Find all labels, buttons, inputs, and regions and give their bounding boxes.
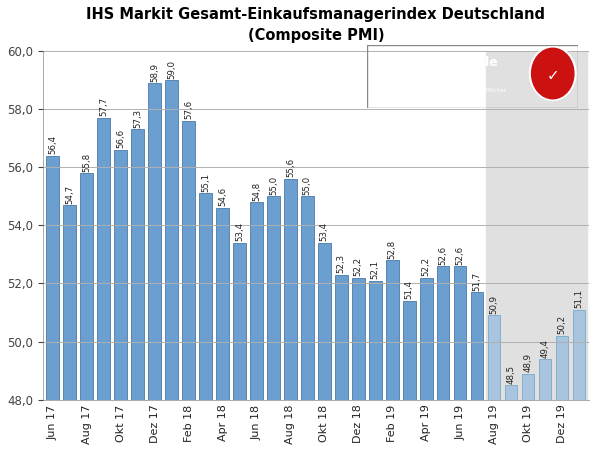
Text: ✓: ✓: [547, 68, 559, 83]
Bar: [63, 205, 76, 400]
Text: stockstreet.de: stockstreet.de: [396, 56, 498, 69]
Text: unabhängig  •  strategisch  •  trefflicher: unabhängig • strategisch • trefflicher: [388, 88, 506, 93]
Bar: [505, 385, 517, 400]
Text: 54,6: 54,6: [218, 187, 227, 207]
Text: 57,6: 57,6: [184, 100, 193, 120]
Bar: [420, 278, 433, 400]
Text: 57,3: 57,3: [133, 109, 142, 128]
Text: 50,2: 50,2: [557, 315, 566, 334]
Text: 52,2: 52,2: [354, 257, 363, 276]
Bar: [488, 315, 501, 400]
Text: 51,1: 51,1: [575, 289, 583, 308]
Text: 55,8: 55,8: [82, 152, 91, 172]
Bar: [97, 118, 110, 400]
Text: 52,2: 52,2: [421, 257, 431, 276]
Text: 52,8: 52,8: [388, 239, 397, 259]
Text: 58,9: 58,9: [150, 63, 159, 82]
Text: 51,4: 51,4: [405, 281, 414, 299]
Ellipse shape: [532, 48, 574, 99]
Bar: [555, 336, 568, 400]
Bar: [114, 150, 127, 400]
Text: 49,4: 49,4: [541, 339, 550, 358]
Text: 59,0: 59,0: [167, 60, 176, 78]
Text: 55,1: 55,1: [201, 173, 210, 192]
Bar: [369, 281, 381, 400]
Bar: [335, 275, 347, 400]
Ellipse shape: [529, 46, 576, 100]
Bar: [233, 243, 246, 400]
Text: 52,6: 52,6: [455, 245, 465, 265]
Bar: [165, 80, 178, 400]
Bar: [131, 129, 144, 400]
Bar: [199, 193, 212, 400]
Text: 52,1: 52,1: [371, 260, 380, 279]
Bar: [301, 196, 313, 400]
Bar: [182, 121, 195, 400]
Bar: [454, 266, 467, 400]
Bar: [403, 301, 415, 400]
Text: 56,4: 56,4: [48, 135, 57, 154]
Text: 53,4: 53,4: [320, 222, 329, 241]
Bar: [216, 208, 229, 400]
Bar: [437, 266, 449, 400]
Bar: [539, 359, 551, 400]
Bar: [522, 373, 535, 400]
Bar: [471, 292, 483, 400]
Text: 55,6: 55,6: [286, 158, 295, 177]
Text: 52,6: 52,6: [439, 245, 448, 265]
Text: 53,4: 53,4: [235, 222, 244, 241]
Text: 57,7: 57,7: [100, 97, 108, 116]
Text: 54,8: 54,8: [252, 182, 261, 201]
Text: 50,9: 50,9: [489, 295, 498, 314]
Text: 55,0: 55,0: [303, 176, 312, 195]
Title: IHS Markit Gesamt-Einkaufsmanagerindex Deutschland
(Composite PMI): IHS Markit Gesamt-Einkaufsmanagerindex D…: [86, 7, 545, 43]
Bar: [80, 173, 93, 400]
Bar: [352, 278, 365, 400]
Bar: [46, 156, 59, 400]
Text: 51,7: 51,7: [473, 272, 482, 291]
Bar: [486, 51, 588, 400]
Bar: [284, 179, 297, 400]
Text: 55,0: 55,0: [269, 176, 278, 195]
Bar: [250, 202, 263, 400]
Text: 56,6: 56,6: [116, 129, 125, 148]
Text: 54,7: 54,7: [66, 184, 74, 203]
Bar: [267, 196, 280, 400]
Text: 52,3: 52,3: [337, 254, 346, 273]
Bar: [148, 83, 161, 400]
Bar: [386, 260, 399, 400]
Bar: [318, 243, 331, 400]
Bar: [573, 310, 585, 400]
Text: 48,9: 48,9: [523, 353, 532, 372]
Text: 48,5: 48,5: [507, 364, 516, 384]
